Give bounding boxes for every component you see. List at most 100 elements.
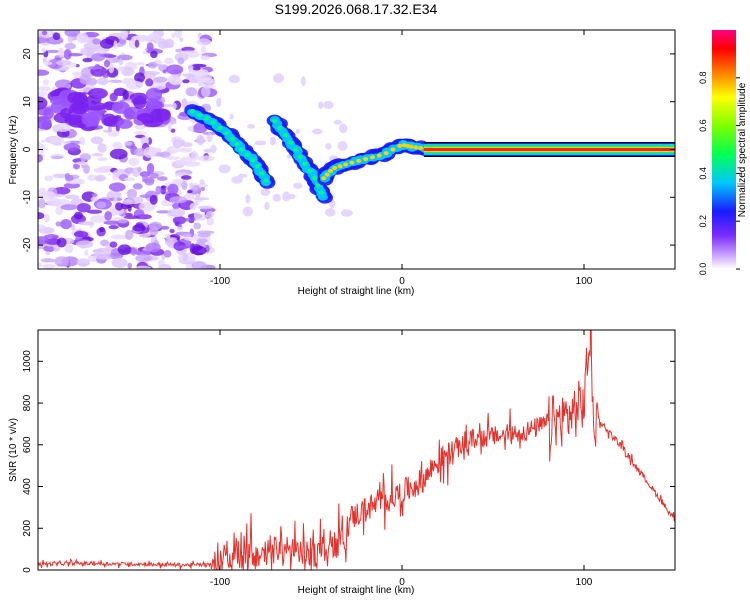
noise-blob — [191, 261, 207, 269]
noise-blob — [149, 194, 158, 205]
ridge-peak — [293, 147, 299, 152]
noise-blob — [169, 77, 183, 86]
noise-blob — [191, 245, 207, 256]
noise-blob — [38, 143, 46, 154]
spectrogram-noise — [38, 30, 353, 269]
noise-blob — [96, 77, 109, 86]
noise-blob — [84, 249, 89, 256]
noise-blob — [264, 201, 270, 211]
noise-blob — [193, 222, 202, 230]
ridge-core — [317, 193, 328, 201]
noise-blob — [194, 72, 213, 83]
noise-blob — [170, 128, 176, 133]
snr-y-label: SNR (10 * v/v) — [8, 418, 19, 482]
noise-blob — [197, 155, 215, 162]
snr-y-ticks: 0 200 400 600 800 1000 — [22, 350, 675, 573]
noise-blob — [118, 58, 124, 66]
ridge-peak — [302, 161, 308, 166]
noise-blob — [150, 50, 158, 59]
noise-blob — [125, 196, 144, 205]
colorbar-tick-label: 0.2 — [698, 215, 708, 228]
noise-blob — [93, 167, 111, 174]
noise-blob — [146, 162, 155, 174]
noise-blob — [38, 262, 43, 268]
noise-blob — [79, 153, 91, 161]
x-tick-label: 100 — [576, 577, 593, 588]
noise-blob — [87, 87, 108, 99]
noise-blob — [112, 141, 123, 150]
noise-blob — [76, 240, 94, 249]
noise-blob — [99, 239, 110, 247]
noise-blob — [165, 156, 180, 160]
noise-blob — [64, 42, 77, 50]
noise-blob — [124, 229, 134, 240]
spectrogram-x-ticks: -100 0 100 — [210, 30, 593, 287]
noise-blob — [136, 61, 145, 66]
noise-blob — [192, 66, 201, 71]
colorbar-tick-label: 0.0 — [698, 263, 708, 276]
noise-blob — [117, 67, 125, 72]
noise-blob — [210, 144, 217, 154]
noise-blob — [63, 182, 81, 189]
noise-blob — [117, 119, 133, 129]
spectrogram-x-label: Height of straight line (km) — [298, 286, 415, 297]
colorbar-tick-label: 0.6 — [698, 119, 708, 132]
noise-blob — [200, 45, 207, 54]
noise-blob — [172, 139, 183, 149]
noise-blob — [42, 264, 56, 269]
ridge-peak — [383, 151, 389, 156]
colorbar-gradient — [712, 30, 736, 269]
noise-blob — [115, 202, 124, 211]
noise-blob — [162, 103, 174, 108]
noise-blob — [145, 87, 162, 102]
noise-blob — [107, 125, 112, 133]
noise-blob — [104, 211, 113, 221]
noise-blob — [183, 161, 201, 167]
noise-blob — [48, 136, 65, 144]
noise-blob — [38, 212, 45, 220]
noise-blob — [139, 194, 153, 199]
noise-blob — [43, 245, 56, 252]
noise-blob — [113, 40, 118, 49]
noise-blob — [60, 218, 72, 230]
ridge-peak — [250, 158, 256, 163]
ridge-peak — [363, 157, 369, 162]
noise-blob — [56, 237, 67, 248]
noise-blob — [109, 148, 128, 160]
ridge-peak — [234, 142, 240, 147]
noise-blob — [216, 97, 222, 108]
y-tick-label: 400 — [22, 478, 33, 495]
noise-blob — [79, 74, 91, 85]
noise-blob — [161, 225, 170, 230]
noise-blob — [92, 152, 104, 157]
noise-blob — [127, 205, 132, 212]
noise-blob — [238, 173, 248, 178]
noise-blob — [149, 80, 168, 91]
ridge-peak — [418, 146, 424, 151]
noise-blob — [197, 182, 208, 189]
ridge-peak — [255, 164, 261, 169]
colorbar-label: Normalized spectral amplitude — [737, 82, 748, 217]
noise-blob — [89, 215, 108, 223]
noise-blob — [82, 164, 91, 174]
noise-blob — [340, 209, 353, 217]
noise-blob — [231, 176, 243, 184]
ridge-peak — [244, 152, 250, 157]
y-tick-label: 600 — [22, 436, 33, 453]
noise-blob — [112, 174, 119, 181]
noise-blob — [86, 209, 103, 214]
noise-blob — [43, 79, 49, 86]
noise-blob — [181, 142, 193, 148]
noise-blob — [148, 221, 162, 231]
noise-blob — [196, 238, 208, 243]
noise-blob — [295, 128, 301, 134]
y-tick-label: -10 — [22, 190, 33, 205]
noise-blob — [111, 257, 128, 268]
noise-blob — [171, 102, 177, 110]
ridge-peak — [315, 183, 321, 188]
noise-blob — [254, 140, 267, 146]
ridge-peak — [356, 158, 362, 163]
noise-blob — [72, 92, 88, 107]
noise-blob — [38, 198, 46, 209]
